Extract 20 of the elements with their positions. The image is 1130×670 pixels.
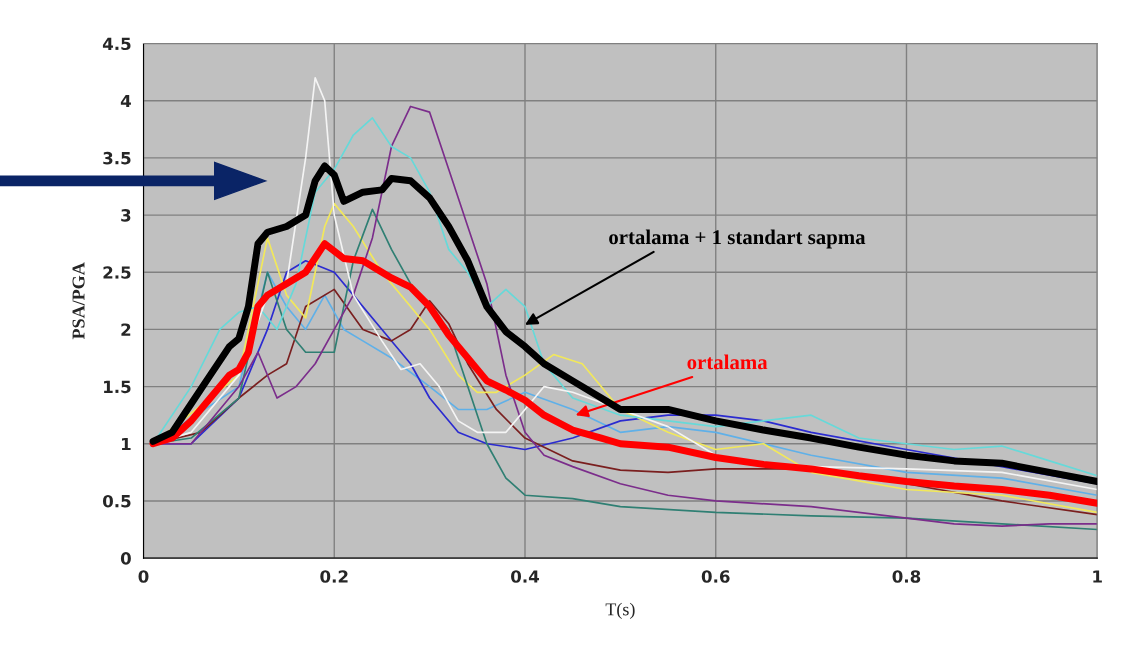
x-axis-title: T(s) <box>605 602 635 620</box>
y-tick-label: 0.5 <box>102 494 131 508</box>
y-tick-label: 4 <box>120 94 131 108</box>
y-tick-label: 1.5 <box>104 380 131 394</box>
y-tick-label: 3 <box>121 209 131 222</box>
y-tick-label: 2 <box>121 323 131 336</box>
x-tick-label: 0.6 <box>701 570 730 583</box>
y-axis-title: PSA/PGA <box>72 262 85 340</box>
y-tick-label: 4.5 <box>102 37 131 51</box>
annotation: ortalama + 1 standart sapma <box>609 229 866 249</box>
y-tick-label: 3.5 <box>103 151 131 165</box>
x-tick-label: 0 <box>138 570 149 583</box>
y-tick-label: 1 <box>121 437 131 451</box>
y-tick-label: 2.5 <box>103 266 131 279</box>
x-tick-label: 0.2 <box>320 570 348 583</box>
annotation: ortalama <box>687 354 768 370</box>
y-tick-label: 0 <box>120 552 131 565</box>
x-tick-label: 0.8 <box>892 570 921 583</box>
x-tick-label: 0.4 <box>511 570 539 583</box>
x-tick-label: 1 <box>1093 570 1102 583</box>
